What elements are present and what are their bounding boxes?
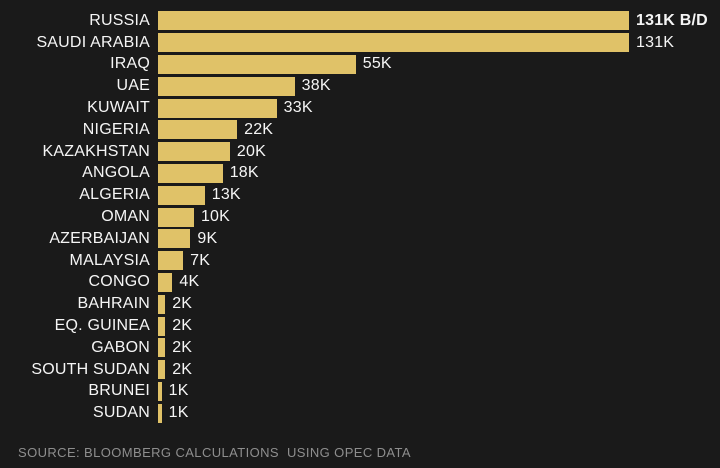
country-label: IRAQ — [110, 55, 150, 73]
value-label: 9K — [197, 229, 218, 247]
bar-area: 2K — [158, 359, 720, 381]
country-label: CONGO — [88, 273, 150, 291]
country-label: AZERBAIJAN — [49, 229, 150, 247]
value-label: 2K — [172, 317, 193, 335]
bar-area: 9K — [158, 228, 720, 250]
chart-row: UAE 38K — [0, 75, 720, 97]
source-note: SOURCE: BLOOMBERG CALCULATIONS USING OPE… — [18, 445, 411, 460]
bar-area: 38K — [158, 75, 720, 97]
bar-area: 131K B/D — [158, 10, 720, 32]
country-label: SUDAN — [92, 404, 150, 422]
bar — [158, 185, 205, 205]
bar — [158, 54, 356, 74]
bar-area: 1K — [158, 402, 720, 424]
value-label: 38K — [301, 77, 331, 95]
value-label: 7K — [190, 251, 211, 269]
bar-area: 13K — [158, 184, 720, 206]
bar — [158, 76, 295, 96]
value-label: 10K — [200, 208, 231, 226]
country-label: GABON — [91, 338, 150, 356]
chart-row: AZERBAIJAN 9K — [0, 228, 720, 250]
value-label: 20K — [236, 142, 266, 160]
chart-row: MALAYSIA 7K — [0, 250, 720, 272]
value-label: 2K — [172, 360, 193, 378]
value-label: 2K — [172, 338, 193, 356]
country-label: RUSSIA — [89, 11, 150, 29]
chart-row: OMAN 10K — [0, 206, 720, 228]
chart-row: IRAQ 55K — [0, 54, 720, 76]
country-label: MALAYSIA — [69, 251, 150, 269]
bar — [158, 338, 166, 358]
bar — [158, 294, 166, 314]
bar — [158, 120, 238, 140]
chart-row: SUDAN 1K — [0, 402, 720, 424]
value-label: 1K — [168, 404, 189, 422]
chart-row: CONGO 4K — [0, 272, 720, 294]
chart-row: SAUDI ARABIA 131K — [0, 32, 720, 54]
bar-area: 4K — [158, 272, 720, 294]
bar — [158, 33, 629, 53]
bar — [158, 98, 277, 118]
chart-row: RUSSIA 131K B/D — [0, 10, 720, 32]
country-label: OMAN — [101, 208, 150, 226]
bar-area: 18K — [158, 163, 720, 185]
chart-row: ANGOLA 18K — [0, 163, 720, 185]
chart-row: BAHRAIN 2K — [0, 293, 720, 315]
value-label: 1K — [168, 382, 189, 400]
value-label: 22K — [244, 120, 274, 138]
bar-chart: RUSSIA 131K B/D SAUDI ARABIA 131K IRAQ 55K UAE… — [0, 10, 720, 424]
bar — [158, 229, 191, 249]
country-label: SOUTH SUDAN — [31, 360, 150, 378]
value-label: 131K — [636, 33, 675, 51]
bar-area: 55K — [158, 54, 720, 76]
bar — [158, 251, 184, 271]
bar — [158, 142, 230, 162]
country-label: KAZAKHSTAN — [42, 142, 150, 160]
bar — [158, 11, 629, 31]
bar-area: 22K — [158, 119, 720, 141]
value-label: 131K B/D — [636, 11, 708, 29]
country-label: NIGERIA — [82, 120, 150, 138]
bar — [158, 316, 166, 336]
chart-row: KAZAKHSTAN 20K — [0, 141, 720, 163]
value-label: 2K — [172, 295, 193, 313]
bar-area: 2K — [158, 337, 720, 359]
chart-row: BRUNEI 1K — [0, 381, 720, 403]
chart-row: EQ. GUINEA 2K — [0, 315, 720, 337]
chart-row: GABON 2K — [0, 337, 720, 359]
bar-area: 7K — [158, 250, 720, 272]
value-label: 4K — [179, 273, 200, 291]
bar-area: 1K — [158, 381, 720, 403]
chart-row: NIGERIA 22K — [0, 119, 720, 141]
country-label: UAE — [116, 77, 150, 95]
bar — [158, 207, 194, 227]
chart-row: SOUTH SUDAN 2K — [0, 359, 720, 381]
value-label: 33K — [283, 99, 313, 117]
country-label: ALGERIA — [79, 186, 150, 204]
bar-area: 10K — [158, 206, 720, 228]
bar — [158, 163, 223, 183]
value-label: 13K — [211, 186, 241, 204]
chart-row: ALGERIA 13K — [0, 184, 720, 206]
bar-area: 2K — [158, 293, 720, 315]
bar — [158, 272, 173, 292]
bar-area: 2K — [158, 315, 720, 337]
value-label: 55K — [362, 55, 392, 73]
country-label: SAUDI ARABIA — [36, 33, 150, 51]
value-label: 18K — [229, 164, 259, 182]
country-label: EQ. GUINEA — [54, 317, 150, 335]
bar — [158, 381, 162, 401]
bar-area: 131K — [158, 32, 720, 54]
country-label: BAHRAIN — [77, 295, 150, 313]
country-label: ANGOLA — [82, 164, 150, 182]
bar — [158, 360, 166, 380]
bar — [158, 403, 162, 423]
country-label: KUWAIT — [87, 99, 150, 117]
bar-area: 20K — [158, 141, 720, 163]
country-label: BRUNEI — [88, 382, 150, 400]
bar-area: 33K — [158, 97, 720, 119]
chart-row: KUWAIT 33K — [0, 97, 720, 119]
